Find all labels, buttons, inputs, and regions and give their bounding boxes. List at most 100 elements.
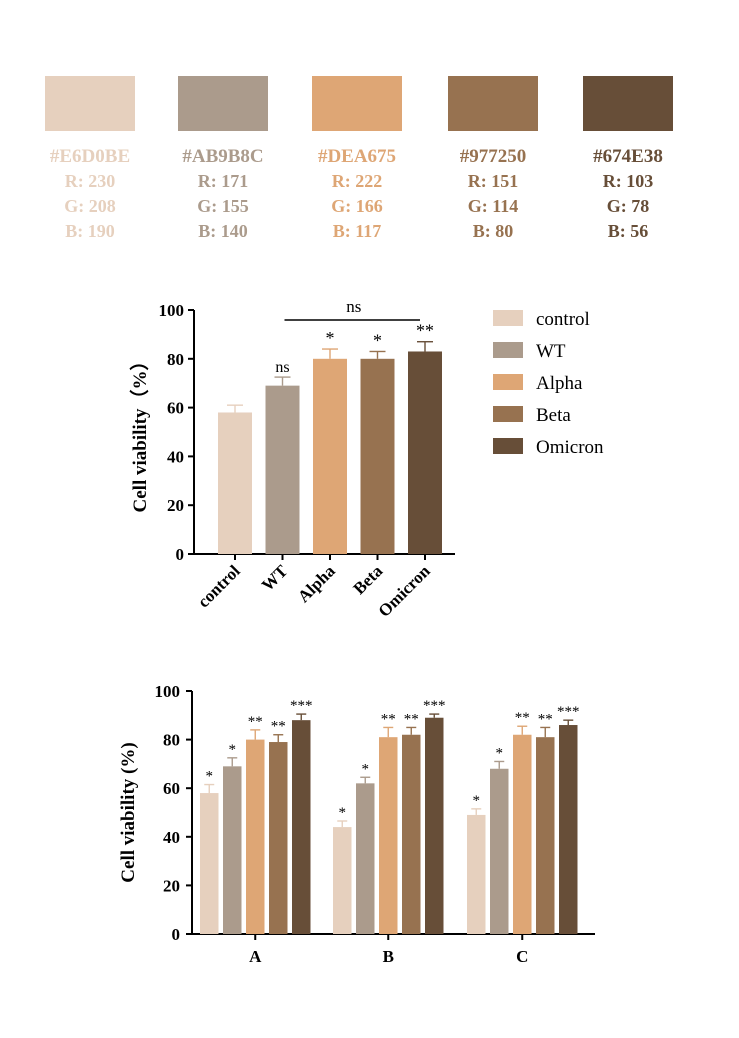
chart2-bar-B-3 bbox=[379, 737, 398, 934]
chart2-bar-A-4 bbox=[269, 742, 288, 934]
swatch-3-b: B: 117 bbox=[332, 221, 382, 241]
chart1-legend-label-Omicron: Omicron bbox=[536, 437, 604, 458]
chart2-significance-A-4: ** bbox=[271, 719, 286, 735]
swatch-4-color bbox=[448, 76, 538, 131]
chart1-x-tick-label: control bbox=[194, 561, 244, 611]
chart1-legend-swatch-Omicron bbox=[493, 438, 523, 454]
chart1-significance-Beta: * bbox=[373, 330, 382, 350]
chart2-significance-C-2: * bbox=[496, 745, 504, 761]
chart1-legend-label-Alpha: Alpha bbox=[536, 373, 583, 394]
chart2-y-tick-label: 40 bbox=[163, 828, 180, 847]
swatch-3-g: G: 166 bbox=[331, 196, 383, 216]
chart2-bar-A-2 bbox=[223, 766, 242, 934]
swatch-1-g: G: 208 bbox=[64, 196, 116, 216]
chart2-y-tick-label: 100 bbox=[155, 682, 181, 701]
chart2-y-axis-label: Cell viability (%) bbox=[118, 742, 139, 882]
chart2-x-tick-label: A bbox=[249, 947, 262, 966]
swatch-5: #674E38 R: 103 G: 78 B: 56 bbox=[583, 76, 673, 244]
swatch-3-r: R: 222 bbox=[331, 171, 383, 191]
chart1-legend-swatch-Alpha bbox=[493, 374, 523, 390]
swatch-4-g: G: 114 bbox=[467, 196, 519, 216]
chart2-significance-A-1: * bbox=[206, 769, 214, 785]
chart1-y-tick-label: 0 bbox=[176, 545, 185, 564]
chart1-y-axis-label: Cell viability（%） bbox=[128, 352, 151, 513]
chart2-bar-C-1 bbox=[467, 814, 486, 934]
chart1-bar-Alpha bbox=[313, 358, 347, 554]
chart2-y-tick-label: 0 bbox=[172, 925, 181, 944]
chart1-bracket-label: ns bbox=[346, 297, 361, 316]
swatch-2-r: R: 171 bbox=[197, 171, 249, 191]
chart1-y-tick-label: 60 bbox=[167, 399, 184, 418]
swatch-4-b: B: 80 bbox=[472, 221, 514, 241]
chart2-bar-A-1 bbox=[200, 793, 219, 934]
swatch-4-hex: #977250 bbox=[459, 146, 527, 167]
chart2-bar-B-2 bbox=[356, 783, 375, 934]
swatch-3-color bbox=[312, 76, 402, 131]
chart2-significance-A-3: ** bbox=[248, 714, 263, 730]
chart2-y-tick-label: 60 bbox=[163, 779, 180, 798]
chart2-x-tick-label: C bbox=[516, 947, 528, 966]
chart1-legend-swatch-Beta bbox=[493, 406, 523, 422]
swatch-2-g: G: 155 bbox=[197, 196, 249, 216]
swatch-4-r: R: 151 bbox=[467, 171, 519, 191]
chart2-y-tick-label: 20 bbox=[163, 876, 180, 895]
chart2-bar-B-5 bbox=[425, 717, 444, 934]
chart2-y-tick-label: 80 bbox=[163, 731, 180, 750]
chart2-significance-B-5: *** bbox=[423, 698, 446, 714]
swatch-1-r: R: 230 bbox=[64, 171, 116, 191]
chart2-bar-C-4 bbox=[536, 737, 555, 934]
chart1-y-tick-label: 80 bbox=[167, 350, 184, 369]
chart2-significance-C-3: ** bbox=[515, 710, 530, 726]
chart2-bar-B-1 bbox=[333, 827, 352, 934]
chart1-legend-label-control: control bbox=[536, 309, 590, 330]
chart2-significance-C-4: ** bbox=[538, 711, 553, 727]
swatch-1: #E6D0BE R: 230 G: 208 B: 190 bbox=[45, 76, 135, 244]
chart1-x-tick-label: Alpha bbox=[294, 561, 339, 606]
swatch-2: #AB9B8C R: 171 G: 155 B: 140 bbox=[178, 76, 268, 244]
swatch-3: #DEA675 R: 222 G: 166 B: 117 bbox=[312, 76, 402, 244]
swatch-5-hex: #674E38 bbox=[593, 146, 663, 167]
swatch-1-hex: #E6D0BE bbox=[49, 146, 131, 167]
chart2-bar-A-5 bbox=[292, 720, 311, 934]
chart2-bar-C-2 bbox=[490, 768, 509, 934]
chart1-legend-swatch-control bbox=[493, 310, 523, 326]
chart2-bar-C-3 bbox=[513, 734, 532, 934]
chart2-significance-C-1: * bbox=[473, 793, 481, 809]
swatch-1-b: B: 190 bbox=[65, 221, 115, 241]
swatch-5-b: B: 56 bbox=[607, 221, 649, 241]
chart1-bar-Beta bbox=[360, 358, 395, 554]
chart1-bar-control bbox=[218, 412, 252, 554]
chart1-x-tick-label: Beta bbox=[350, 561, 387, 598]
swatch-2-b: B: 140 bbox=[198, 221, 248, 241]
chart1-bar-Omicron bbox=[408, 351, 442, 554]
chart2-significance-B-3: ** bbox=[381, 711, 396, 727]
chart1-legend-label-Beta: Beta bbox=[536, 405, 571, 426]
color-palette: #E6D0BE R: 230 G: 208 B: 190 #AB9B8C R: … bbox=[0, 0, 739, 260]
chart1-bar-WT bbox=[265, 385, 300, 554]
chart1-legend-swatch-WT bbox=[493, 342, 523, 358]
chart2-significance-C-5: *** bbox=[557, 704, 580, 720]
chart2-significance-A-5: *** bbox=[290, 698, 313, 714]
chart2-bar-B-4 bbox=[402, 734, 421, 934]
swatch-1-color bbox=[45, 76, 135, 131]
chart1-y-tick-label: 40 bbox=[167, 447, 184, 466]
swatch-4: #977250 R: 151 G: 114 B: 80 bbox=[448, 76, 538, 244]
chart1-y-tick-label: 20 bbox=[167, 496, 184, 515]
chart2-bar-C-5 bbox=[559, 725, 578, 934]
chart2-x-tick-label: B bbox=[383, 947, 394, 966]
chart2-bar-A-3 bbox=[246, 739, 265, 934]
chart1-legend-label-WT: WT bbox=[536, 341, 566, 362]
chart1-y-tick-label: 100 bbox=[159, 301, 185, 320]
chart1-significance-WT: ns bbox=[275, 359, 289, 376]
swatch-5-color bbox=[583, 76, 673, 131]
swatch-5-r: R: 103 bbox=[602, 171, 654, 191]
chart1-significance-Alpha: * bbox=[326, 328, 335, 348]
swatch-5-g: G: 78 bbox=[606, 196, 650, 216]
chart1-x-tick-label: WT bbox=[258, 561, 292, 595]
chart2-significance-B-4: ** bbox=[404, 711, 419, 727]
chart1-x-tick-label: Omicron bbox=[375, 561, 435, 621]
swatch-2-hex: #AB9B8C bbox=[182, 146, 264, 167]
swatch-3-hex: #DEA675 bbox=[317, 146, 397, 167]
chart2-significance-B-1: * bbox=[339, 805, 347, 821]
